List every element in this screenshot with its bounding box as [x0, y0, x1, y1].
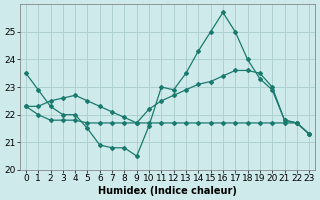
X-axis label: Humidex (Indice chaleur): Humidex (Indice chaleur)	[98, 186, 237, 196]
